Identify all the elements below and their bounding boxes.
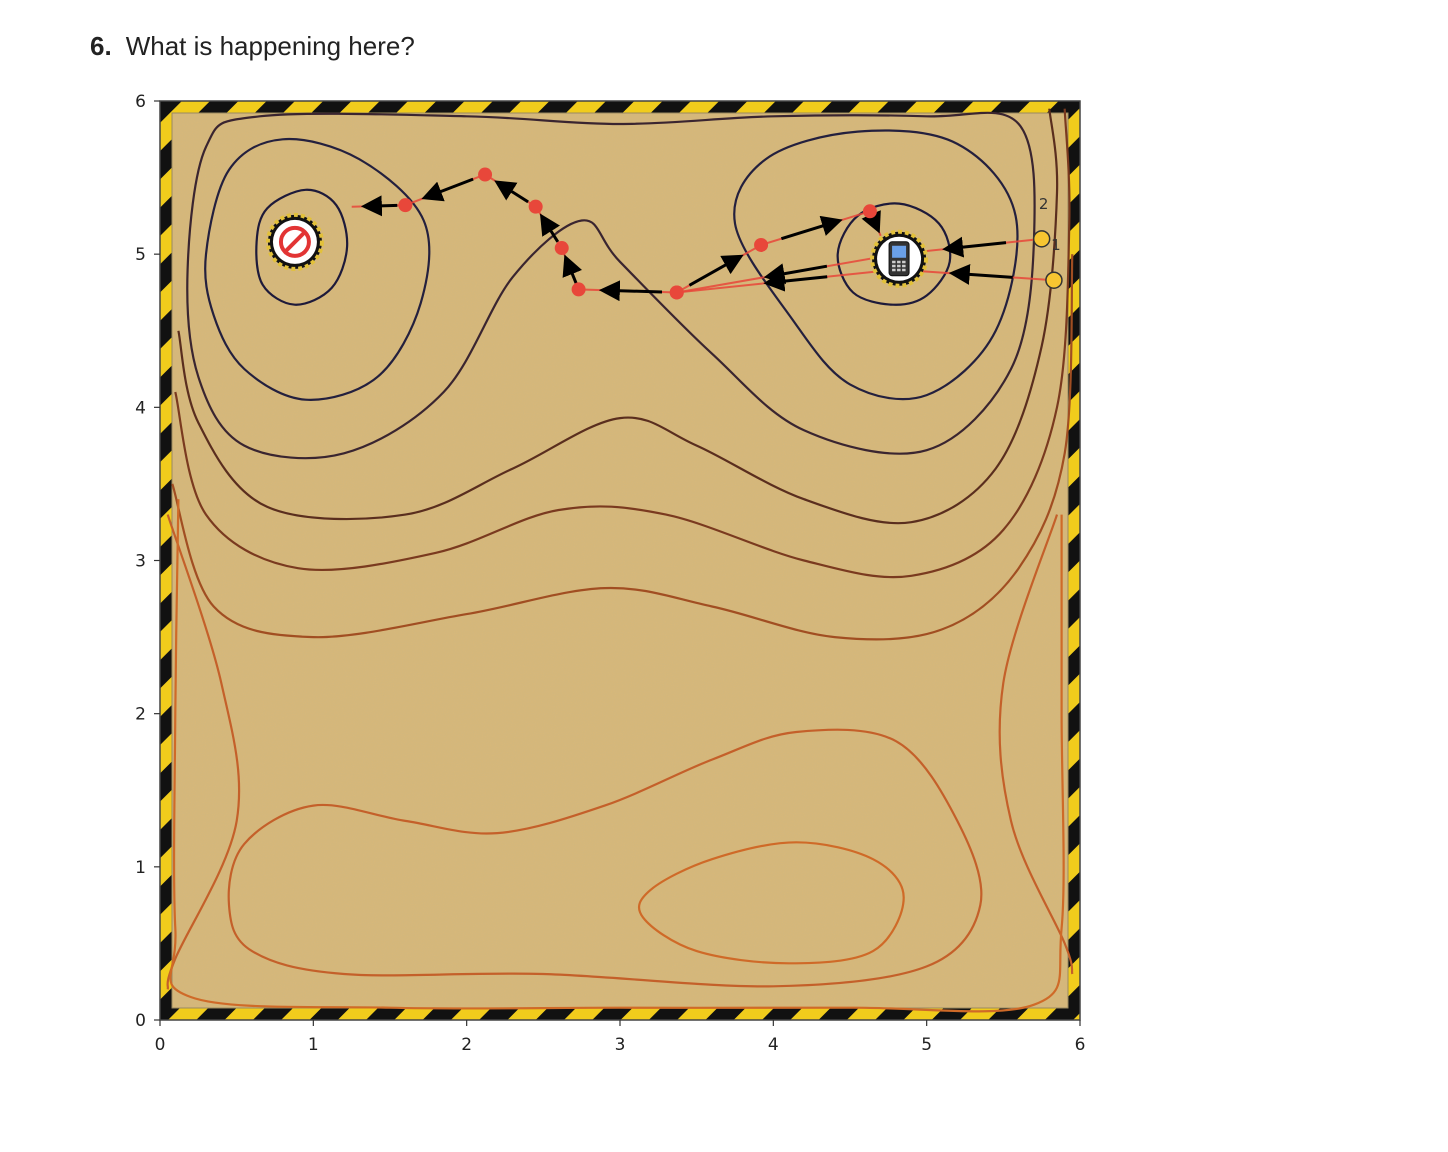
contour-line <box>171 254 1074 641</box>
y-tick-label: 1 <box>135 858 146 878</box>
path-waypoint <box>571 282 586 297</box>
y-tick-label: 5 <box>135 245 146 265</box>
direction-arrow <box>494 180 529 204</box>
contour-line <box>204 137 431 401</box>
question-text: What is happening here? <box>125 31 415 61</box>
contour-lines <box>166 108 1074 1013</box>
direction-arrow <box>421 177 474 202</box>
contour-line <box>227 728 983 988</box>
y-tick-label: 6 <box>135 92 146 112</box>
y-tick-label: 4 <box>135 398 146 418</box>
start-point-label: 2 <box>1039 195 1049 213</box>
x-tick-label: 6 <box>1075 1035 1086 1055</box>
path-waypoint <box>398 198 413 213</box>
path-waypoint <box>478 167 493 182</box>
path-waypoint <box>528 199 543 214</box>
direction-arrow <box>562 254 583 284</box>
start-point-label: 1 <box>1051 236 1061 254</box>
start-point-2: 2 <box>1032 195 1051 248</box>
contour-line <box>169 499 1065 1013</box>
contour-line <box>177 108 1059 525</box>
direction-arrow <box>539 213 561 243</box>
map-markers: 21 <box>265 195 1063 289</box>
x-tick-label: 5 <box>921 1035 932 1055</box>
path-waypoint <box>669 285 684 300</box>
no-entry-icon <box>278 225 311 258</box>
contour-line <box>166 514 241 990</box>
x-tick-label: 3 <box>615 1035 626 1055</box>
x-tick-label: 4 <box>768 1035 779 1055</box>
question-number: 6. <box>90 31 112 61</box>
contour-line <box>637 841 905 965</box>
y-tick-label: 0 <box>135 1011 146 1031</box>
x-tick-label: 2 <box>461 1035 472 1055</box>
no-entry-sign <box>265 212 324 271</box>
phone-icon <box>888 241 910 277</box>
path-waypoint <box>554 241 569 256</box>
contour-line <box>733 129 1019 401</box>
direction-arrow <box>948 263 1013 285</box>
question-header: 6. What is happening here? <box>90 28 415 64</box>
direction-arrow <box>763 263 828 285</box>
y-tick-label: 2 <box>135 705 146 725</box>
y-tick-label: 3 <box>135 552 146 572</box>
contour-line <box>174 108 1071 579</box>
contour-line <box>998 514 1074 975</box>
direction-arrow <box>942 236 1007 258</box>
direction-arrow <box>780 215 843 241</box>
mobile-phone <box>870 229 929 288</box>
path-waypoint <box>754 237 769 252</box>
contour-line <box>255 188 349 306</box>
direction-arrow <box>360 195 398 217</box>
start-point-1: 1 <box>1045 236 1063 289</box>
x-tick-label: 1 <box>308 1035 319 1055</box>
path-waypoint <box>862 204 877 219</box>
x-tick-label: 0 <box>155 1035 166 1055</box>
axes: 0 1 2 3 4 5 6 0 1 2 3 4 5 6 <box>135 92 1085 1055</box>
direction-arrow <box>688 254 744 287</box>
contour-line <box>186 111 1036 460</box>
direction-arrow <box>598 280 663 302</box>
